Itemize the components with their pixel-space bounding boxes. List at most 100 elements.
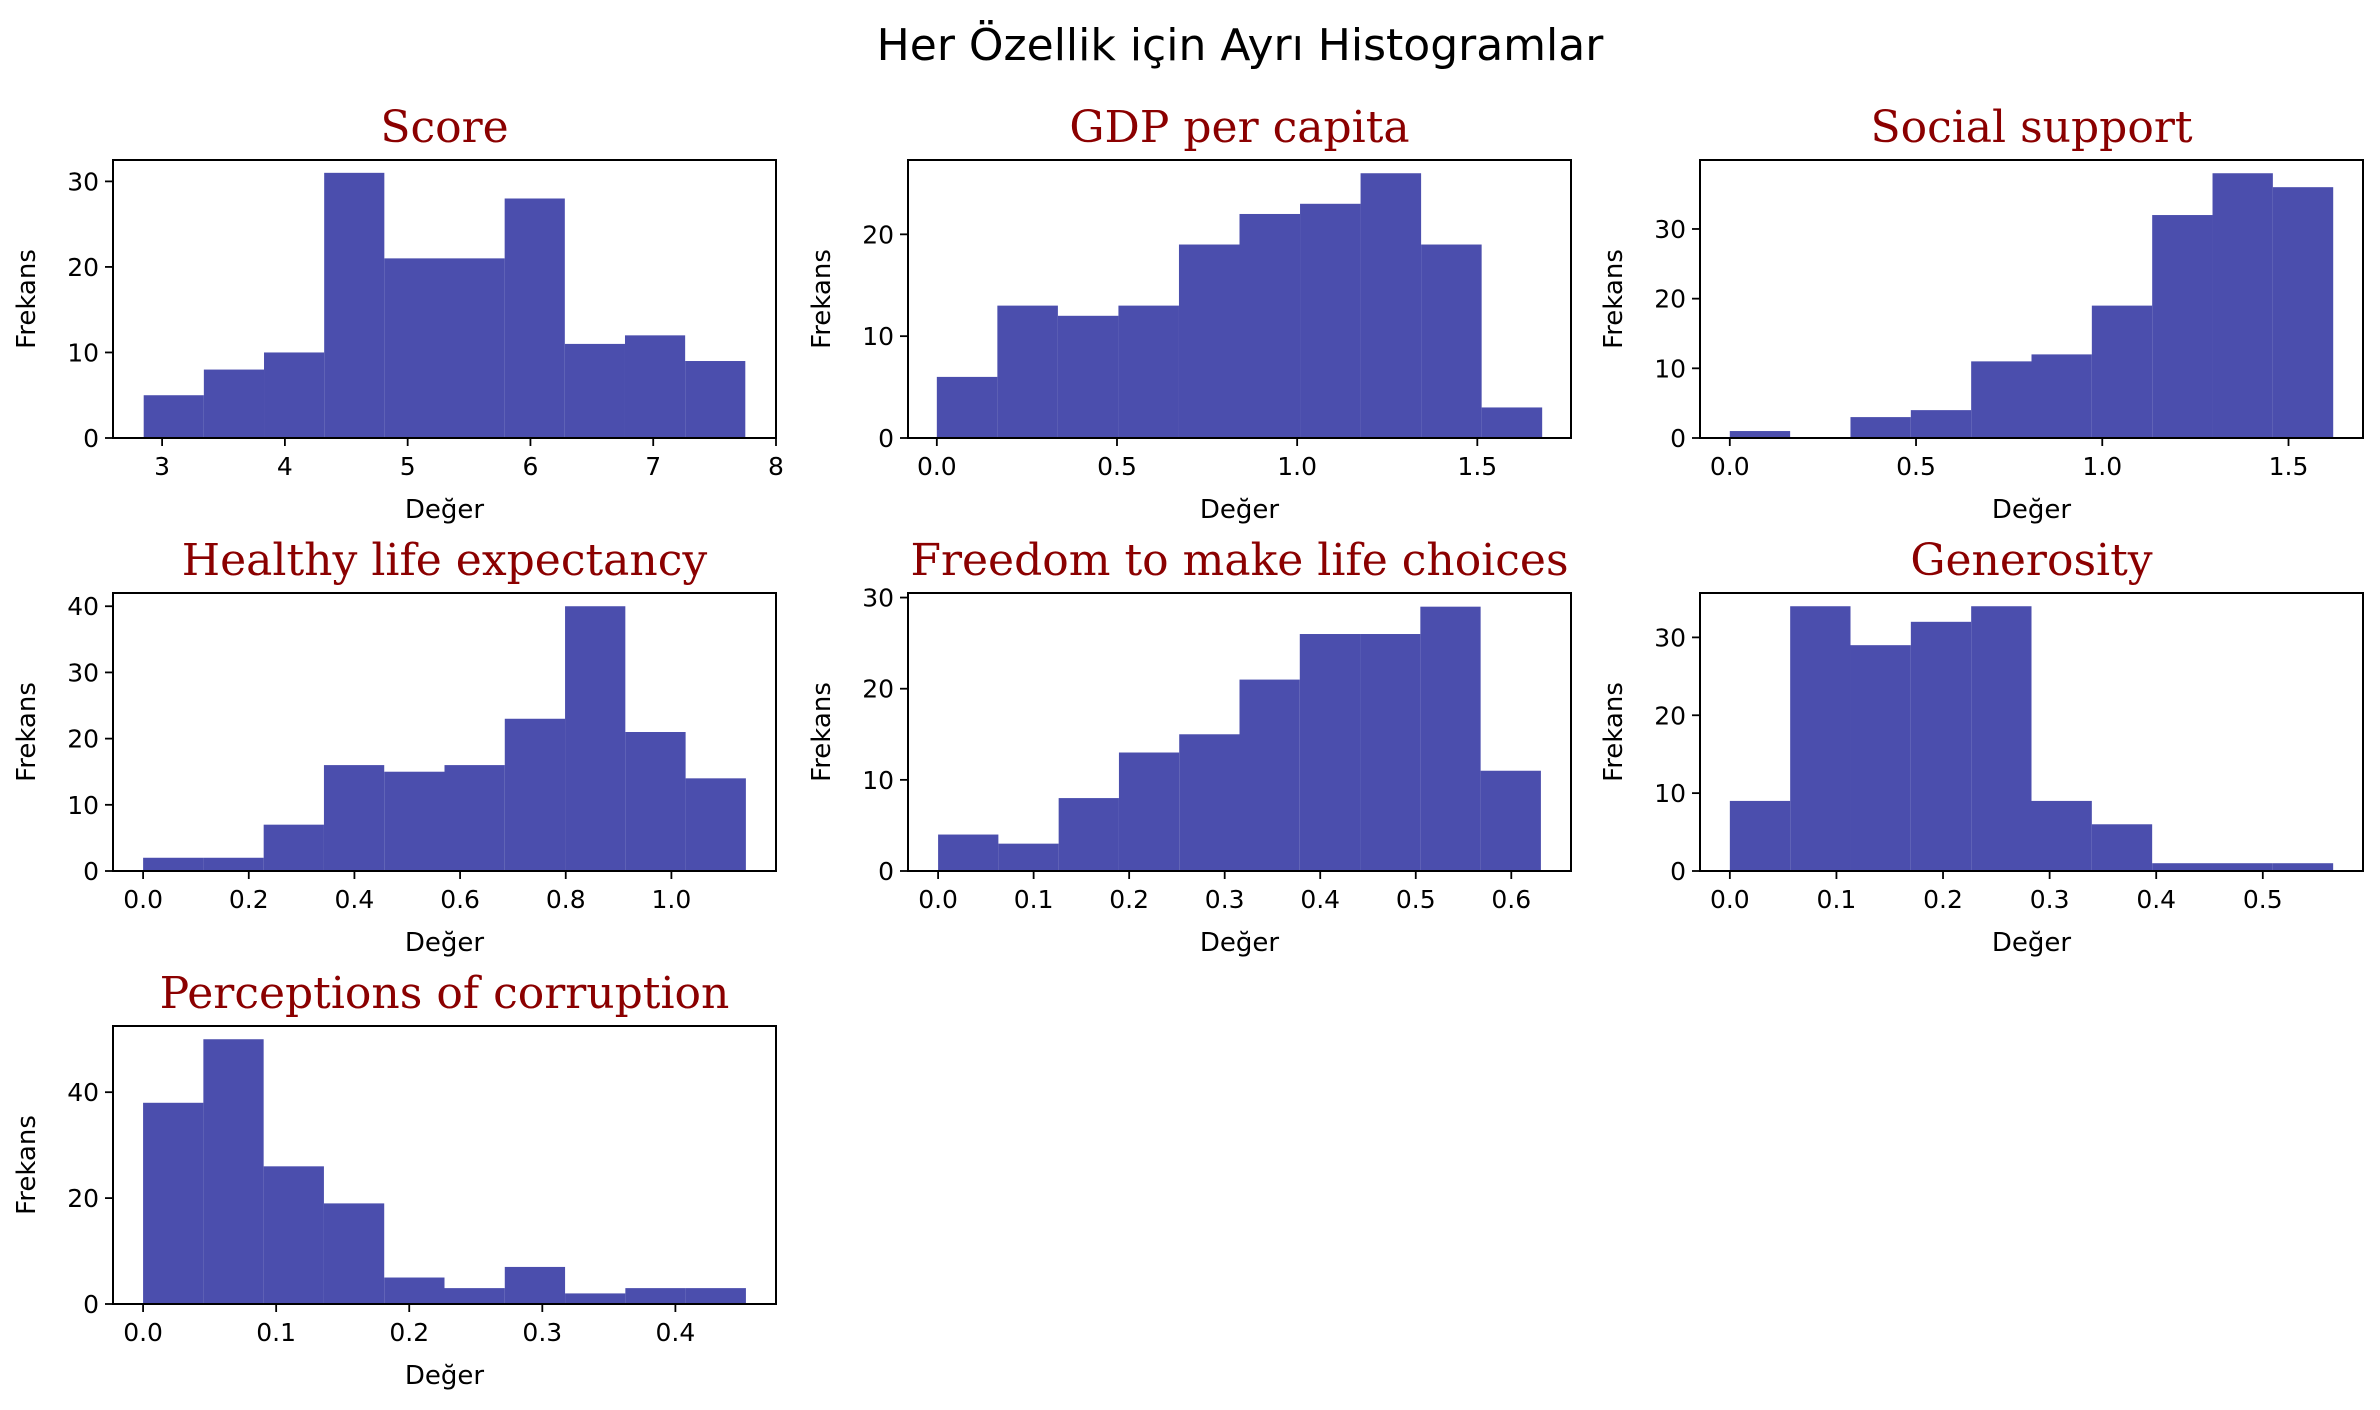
bar-perceptions-of-corruption-2 <box>263 1166 324 1304</box>
xlabel-healthy-life-expectancy: Değer <box>405 928 485 958</box>
xtick-label-freedom-to-make-life-choices-6: 0.6 <box>1491 885 1531 914</box>
xtick-label-perceptions-of-corruption-1: 0.1 <box>256 1318 296 1347</box>
bar-healthy-life-expectancy-5 <box>444 765 505 871</box>
xtick-label-freedom-to-make-life-choices-5: 0.5 <box>1396 885 1436 914</box>
bar-generosity-8 <box>2212 863 2273 871</box>
panel-generosity: 0.0 0.1 0.2 0.3 0.4 0.5 0 10 20 30 Generosity Değer… <box>1599 535 2364 958</box>
bar-social-support-9 <box>2272 187 2334 438</box>
xtick-label-perceptions-of-corruption-3: 0.3 <box>522 1318 562 1347</box>
subplot-title-perceptions-of-corruption: Perceptions of corruption <box>160 968 730 1019</box>
ytick-label-social-support-3: 30 <box>1654 215 1686 244</box>
histogram-panels: 3 4 5 6 7 8 0 10 20 30 Score Değer Frekans 0.0 0.5 1.0 1… <box>12 102 2364 1391</box>
subplot-title-gdp-per-capita: GDP per capita <box>1069 102 1409 153</box>
ytick-label-generosity-3: 30 <box>1654 623 1686 652</box>
xtick-label-gdp-per-capita-2: 1.0 <box>1277 452 1317 481</box>
bar-generosity-1 <box>1790 606 1851 871</box>
xtick-label-freedom-to-make-life-choices-4: 0.4 <box>1300 885 1340 914</box>
ylabel-freedom-to-make-life-choices: Frekans <box>807 682 837 782</box>
ytick-label-generosity-2: 20 <box>1654 701 1686 730</box>
xlabel-gdp-per-capita: Değer <box>1200 495 1280 525</box>
xtick-label-perceptions-of-corruption-0: 0.0 <box>123 1318 163 1347</box>
xlabel-freedom-to-make-life-choices: Değer <box>1200 928 1280 958</box>
xtick-label-score-3: 6 <box>522 452 538 481</box>
ytick-label-perceptions-of-corruption-2: 40 <box>67 1078 99 1107</box>
bar-social-support-0 <box>1729 431 1791 438</box>
xtick-label-generosity-3: 0.3 <box>2030 885 2070 914</box>
bar-score-3 <box>324 172 385 439</box>
bar-healthy-life-expectancy-1 <box>203 857 264 871</box>
bar-perceptions-of-corruption-0 <box>143 1102 204 1304</box>
bar-generosity-9 <box>2272 863 2334 871</box>
xtick-label-freedom-to-make-life-choices-3: 0.3 <box>1205 885 1245 914</box>
bar-perceptions-of-corruption-6 <box>504 1266 566 1304</box>
bar-social-support-6 <box>2091 305 2153 438</box>
bar-generosity-0 <box>1729 800 1791 871</box>
ylabel-generosity: Frekans <box>1599 682 1629 782</box>
bar-perceptions-of-corruption-4 <box>384 1277 445 1304</box>
xlabel-perceptions-of-corruption: Değer <box>405 1361 485 1391</box>
xtick-label-generosity-1: 0.1 <box>1817 885 1857 914</box>
xtick-label-score-2: 5 <box>400 452 416 481</box>
xtick-label-score-5: 8 <box>768 452 784 481</box>
xtick-label-generosity-0: 0.0 <box>1710 885 1750 914</box>
bar-freedom-to-make-life-choices-0 <box>938 834 999 871</box>
bar-gdp-per-capita-2 <box>1057 315 1119 438</box>
xtick-label-perceptions-of-corruption-4: 0.4 <box>656 1318 696 1347</box>
bar-freedom-to-make-life-choices-7 <box>1360 634 1421 871</box>
bar-freedom-to-make-life-choices-5 <box>1239 679 1300 871</box>
ytick-label-healthy-life-expectancy-4: 40 <box>67 592 99 621</box>
ytick-label-freedom-to-make-life-choices-2: 20 <box>862 675 894 704</box>
xlabel-generosity: Değer <box>1992 928 2072 958</box>
ytick-label-score-2: 20 <box>67 253 99 282</box>
bar-generosity-6 <box>2091 824 2153 871</box>
xtick-label-healthy-life-expectancy-1: 0.2 <box>229 885 269 914</box>
bar-score-7 <box>564 343 625 438</box>
ytick-label-perceptions-of-corruption-0: 0 <box>83 1290 99 1319</box>
axes-frame-generosity <box>1699 592 2364 872</box>
bar-perceptions-of-corruption-7 <box>565 1293 626 1304</box>
ytick-label-score-1: 10 <box>67 338 99 367</box>
bar-score-4 <box>384 258 445 438</box>
xlabel-score: Değer <box>405 495 485 525</box>
xtick-label-gdp-per-capita-3: 1.5 <box>1457 452 1497 481</box>
ylabel-gdp-per-capita: Frekans <box>807 249 837 349</box>
bar-social-support-4 <box>1971 361 2032 438</box>
ytick-label-healthy-life-expectancy-3: 30 <box>67 658 99 687</box>
bar-healthy-life-expectancy-7 <box>565 606 626 871</box>
bar-perceptions-of-corruption-1 <box>203 1039 264 1304</box>
xtick-label-social-support-0: 0.0 <box>1710 452 1750 481</box>
bar-healthy-life-expectancy-6 <box>504 718 566 871</box>
ytick-label-score-3: 30 <box>67 167 99 196</box>
xtick-label-generosity-2: 0.2 <box>1923 885 1963 914</box>
xtick-label-social-support-2: 1.0 <box>2082 452 2122 481</box>
ytick-label-social-support-0: 0 <box>1670 424 1686 453</box>
ytick-label-healthy-life-expectancy-0: 0 <box>83 857 99 886</box>
ytick-label-healthy-life-expectancy-1: 10 <box>67 791 99 820</box>
ytick-label-freedom-to-make-life-choices-0: 0 <box>878 857 894 886</box>
bar-freedom-to-make-life-choices-6 <box>1299 634 1361 871</box>
xtick-label-score-0: 3 <box>154 452 170 481</box>
bar-freedom-to-make-life-choices-4 <box>1179 734 1240 871</box>
bar-freedom-to-make-life-choices-1 <box>998 843 1059 871</box>
bar-freedom-to-make-life-choices-8 <box>1420 606 1481 871</box>
bar-gdp-per-capita-3 <box>1118 305 1179 438</box>
bar-score-2 <box>264 352 325 438</box>
xtick-label-generosity-5: 0.5 <box>2243 885 2283 914</box>
xtick-label-perceptions-of-corruption-2: 0.2 <box>389 1318 429 1347</box>
ytick-label-gdp-per-capita-2: 20 <box>862 220 894 249</box>
bar-gdp-per-capita-5 <box>1239 213 1301 438</box>
xtick-label-freedom-to-make-life-choices-2: 0.2 <box>1109 885 1149 914</box>
xtick-label-healthy-life-expectancy-5: 1.0 <box>652 885 692 914</box>
xtick-label-gdp-per-capita-0: 0.0 <box>917 452 957 481</box>
panel-score: 3 4 5 6 7 8 0 10 20 30 Score Değer Frekans <box>12 102 784 525</box>
panel-perceptions-of-corruption: 0.0 0.1 0.2 0.3 0.4 0 20 40 Perceptions of corru… <box>12 968 777 1391</box>
bar-gdp-per-capita-0 <box>936 376 998 438</box>
bar-generosity-2 <box>1850 645 1911 871</box>
bar-gdp-per-capita-8 <box>1421 244 1482 438</box>
bar-gdp-per-capita-9 <box>1481 407 1543 438</box>
bar-score-6 <box>504 198 565 438</box>
ylabel-healthy-life-expectancy: Frekans <box>12 682 42 782</box>
xtick-label-healthy-life-expectancy-4: 0.8 <box>546 885 586 914</box>
panel-social-support: 0.0 0.5 1.0 1.5 0 10 20 30 Social support Değer Fr… <box>1599 102 2364 525</box>
bar-generosity-3 <box>1910 621 1972 871</box>
